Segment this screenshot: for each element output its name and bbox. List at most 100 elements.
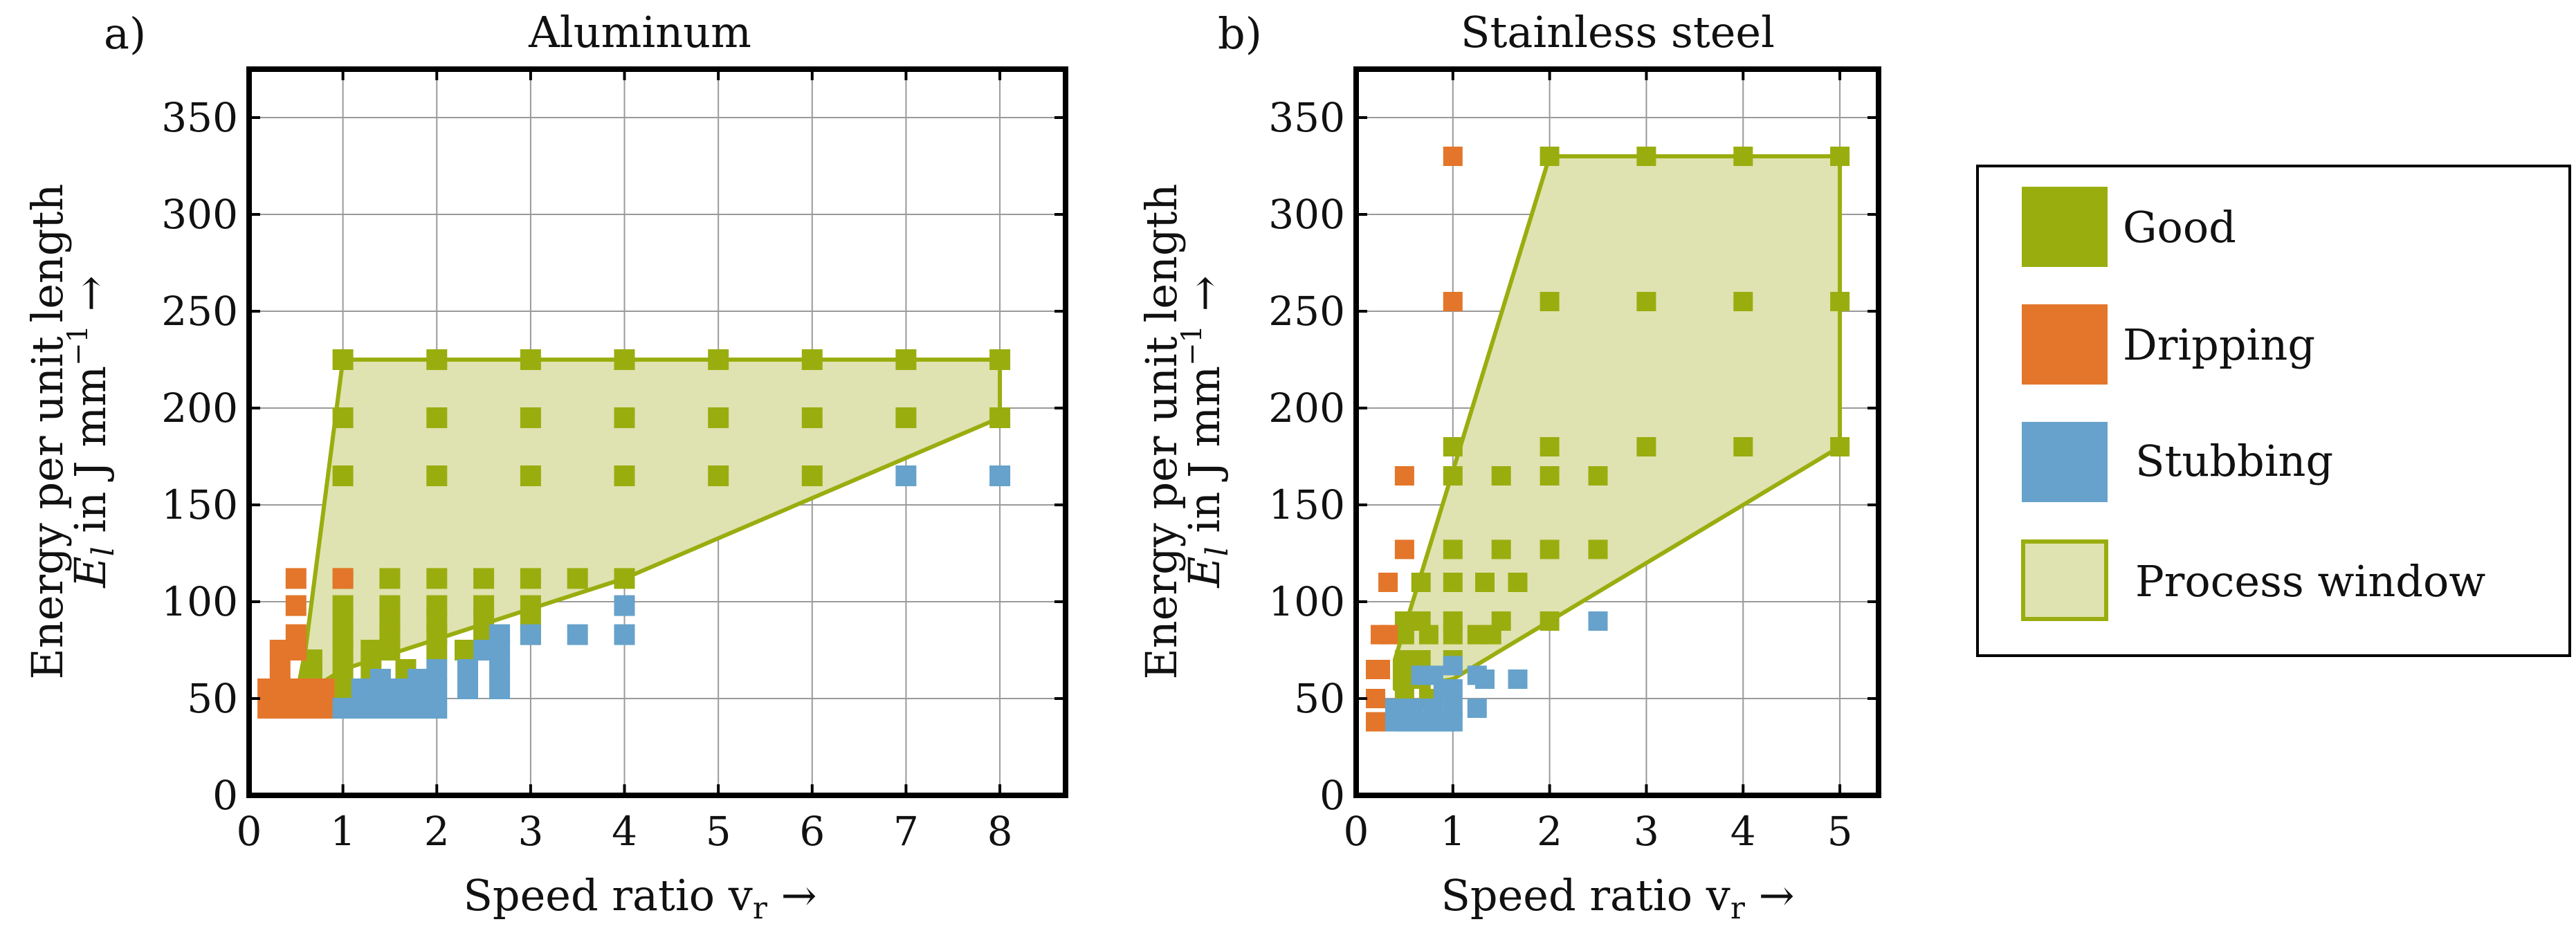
y-axis-label-line1-a: Energy per unit length [22,184,73,680]
y-tick-label: 150 [161,481,238,528]
point-good [520,465,541,486]
point-dripping [313,698,335,719]
point-good [989,407,1011,428]
point-stubbing [489,678,511,699]
chart-panel-stainless-steel: b) Stainless steel Energy per unit lengt… [1136,7,1881,926]
point-good [1733,437,1753,456]
y-tick-label: 50 [1294,675,1345,722]
x-tick-label: 3 [518,808,543,855]
x-tick-label: 6 [799,808,825,855]
point-stubbing [1588,611,1608,631]
point-good [379,640,401,661]
point-good [520,568,541,589]
point-good [614,349,635,370]
x-axis-label-b: Speed ratio vr → [1441,870,1794,926]
point-good [989,349,1011,370]
point-stubbing [408,698,429,719]
point-good [1443,573,1463,592]
chart-title-stainless-steel: Stainless steel [1461,7,1775,57]
point-stubbing [351,678,372,699]
point-stubbing [1443,656,1463,676]
y-tick-label: 200 [1268,385,1345,432]
point-good [520,349,541,370]
point-good [455,640,475,661]
point-stubbing [389,698,410,719]
point-stubbing [369,669,391,690]
point-stubbing [520,624,541,645]
chart-title-aluminum: Aluminum [528,7,751,57]
y-tick-label: 50 [187,675,238,722]
point-stubbing [1443,679,1463,699]
point-good [426,465,448,486]
point-good [332,349,354,370]
point-stubbing [1443,712,1463,732]
point-dripping [1378,573,1398,592]
point-stubbing [489,659,511,680]
point-good [1540,539,1560,560]
point-good [1394,669,1414,689]
point-good [1830,147,1850,166]
points-a [257,349,1011,719]
x-tick-label: 5 [706,808,731,855]
point-good [895,407,917,428]
point-good [708,349,729,370]
point-good [801,465,823,486]
point-good [332,640,354,661]
y-axis-label-a: Energy per unit length El in J mm−1 → [22,184,121,680]
y-tick-label: 100 [1268,578,1345,625]
point-good [567,568,588,589]
panel-label-a: a) [104,8,146,59]
point-good [1540,466,1560,486]
points-b [1366,147,1850,732]
point-dripping [285,640,307,661]
point-stubbing [426,678,448,699]
point-dripping [1443,292,1463,311]
y-axis-label-line2-b: El in J mm−1 → [1176,275,1235,588]
y-axis-label-line1-b: Energy per unit length [1136,184,1187,680]
point-stubbing [989,465,1011,486]
legend-item-stubbing: Stubbing [2022,422,2333,502]
point-good [708,407,729,428]
point-dripping [1443,147,1463,166]
legend-item-process-window: Process window [2021,539,2485,621]
process-window-polygon [1392,154,1843,691]
point-good [1636,437,1656,456]
point-dripping [1378,625,1398,645]
point-dripping [1366,689,1385,708]
point-good [1540,611,1560,631]
x-tick-label: 3 [1634,808,1659,855]
point-stubbing [426,659,448,680]
point-good [708,465,729,486]
point-good [1733,147,1753,166]
plot-frame-a [246,66,1068,798]
point-good [895,349,917,370]
point-good [1540,437,1560,456]
point-good [1588,466,1608,486]
ticks-a: 0 1 2 3 4 5 6 7 8 0 50 100 150 200 250 300 350 [161,69,1066,855]
x-tick-label: 2 [1537,808,1562,855]
y-tick-label: 250 [1268,288,1345,335]
point-good [801,349,823,370]
point-good [1394,625,1414,645]
point-good [1443,437,1463,456]
x-axis-label-a: Speed ratio vr → [463,870,816,926]
point-good [1733,292,1753,311]
point-good [426,568,448,589]
point-good [426,349,448,370]
point-good [1411,573,1431,592]
point-stubbing [567,624,588,645]
legend-swatch-good [2022,187,2108,267]
point-good [426,640,448,661]
point-good [1491,466,1511,486]
point-dripping [313,678,335,699]
x-tick-label: 4 [612,808,637,855]
legend-label-process-window: Process window [2135,556,2485,607]
x-tick-label: 7 [893,808,919,855]
legend-label-stubbing: Stubbing [2135,436,2333,486]
legend-swatch-stubbing [2022,422,2108,502]
point-stubbing [1508,669,1528,689]
legend-swatch-process-window [2021,539,2108,621]
point-stubbing [332,698,354,719]
y-tick-label: 250 [161,288,238,335]
legend: Good Dripping Stubbing Process window [1976,165,2571,657]
